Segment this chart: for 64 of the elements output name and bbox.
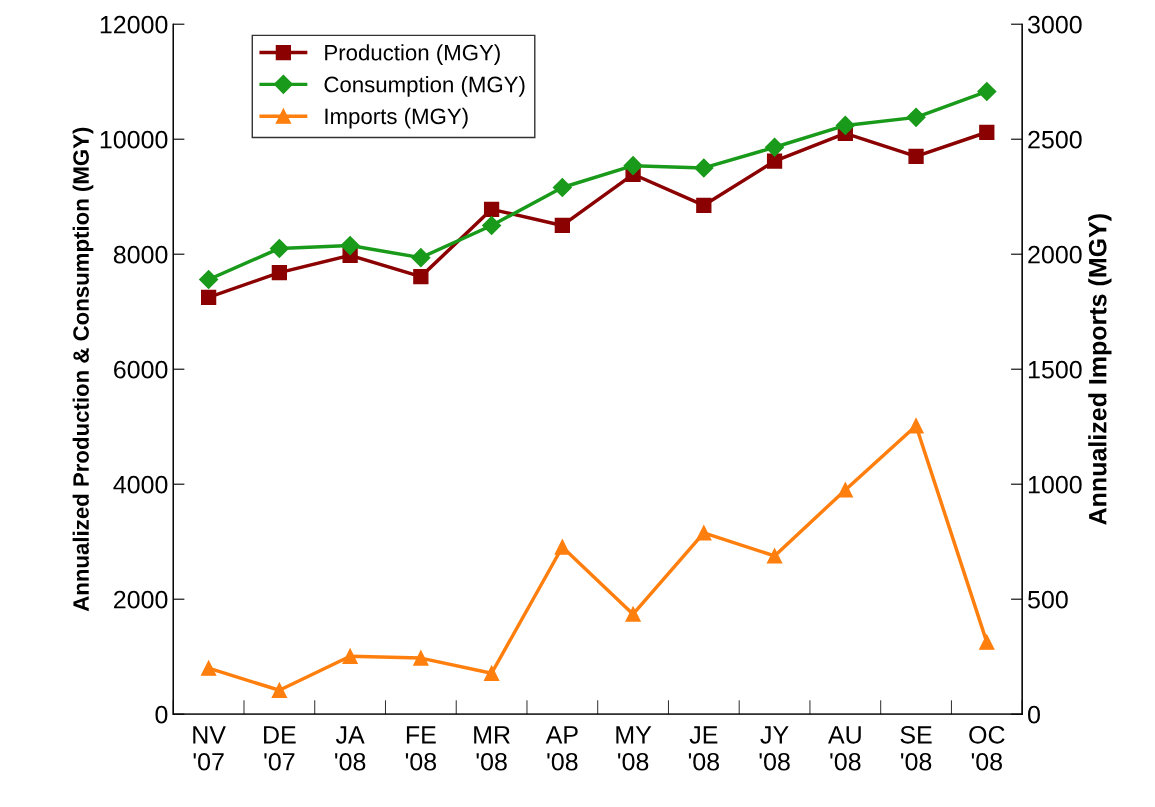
y-tick-label: 2000	[114, 590, 168, 609]
point	[411, 248, 431, 268]
point	[482, 215, 502, 235]
legend-label: Consumption (MGY)	[324, 76, 525, 97]
point	[483, 665, 500, 681]
x-tick-label: NV '07	[193, 726, 226, 771]
point	[766, 548, 783, 564]
x-tick-label: JE '08	[688, 726, 720, 771]
point	[271, 682, 288, 698]
point	[696, 525, 712, 541]
y2-axis-title: Annualized Imports (MGY)	[1088, 214, 1112, 525]
y2-tick-label: 1500	[1028, 360, 1082, 379]
y2-tick-label: 0	[1028, 705, 1040, 724]
point	[200, 660, 217, 676]
x-tick-label: AU '08	[828, 726, 861, 771]
point	[835, 115, 855, 135]
x-tick-label: DE '07	[264, 726, 296, 771]
point	[979, 124, 995, 140]
x-tick-label: MY '08	[616, 726, 652, 771]
x-tick-label: JY '08	[759, 726, 790, 771]
y-tick-label: 4000	[113, 475, 168, 494]
y-tick-label: 10000	[100, 130, 168, 149]
x-tick-label: FE '08	[405, 726, 437, 771]
point	[696, 197, 712, 213]
y2-tick-label: 2500	[1028, 130, 1082, 149]
legend-label: Production (MGY)	[325, 44, 500, 65]
y-axis-title: Annualized Production & Consumption (MGY)	[72, 127, 94, 612]
point	[413, 650, 429, 666]
y2-tick-label: 2000	[1028, 245, 1082, 264]
point	[554, 217, 570, 234]
y2-tick-label: 1000	[1028, 475, 1082, 494]
x-tick-label: AP '08	[545, 726, 578, 771]
point	[200, 289, 217, 305]
point	[977, 81, 997, 102]
y2-tick-label: 3000	[1027, 15, 1082, 34]
point	[694, 158, 714, 178]
point	[625, 606, 641, 622]
point	[340, 236, 360, 256]
y-tick-label: 0	[155, 705, 168, 724]
x-tick-label: SE '08	[900, 725, 932, 771]
x-tick-label: MR '08	[474, 726, 510, 771]
point	[906, 107, 926, 127]
y-tick-label: 6000	[114, 360, 168, 379]
legend-label: Imports (MGY)	[325, 107, 468, 129]
point	[271, 264, 288, 281]
point	[554, 539, 570, 555]
point	[413, 268, 429, 285]
point	[269, 238, 289, 258]
point	[483, 201, 500, 217]
y2-tick-label: 500	[1028, 590, 1068, 609]
point	[837, 482, 853, 498]
y-tick-label: 12000	[100, 15, 168, 34]
y-tick-label: 8000	[113, 245, 168, 264]
point	[199, 269, 219, 290]
point	[908, 148, 924, 165]
point	[979, 634, 995, 650]
point	[765, 137, 785, 157]
point	[766, 153, 783, 169]
point	[552, 177, 572, 198]
point	[908, 418, 924, 434]
point	[342, 648, 358, 664]
x-tick-label: JA '08	[335, 726, 366, 771]
point	[623, 156, 643, 176]
x-tick-label: OC '08	[969, 725, 1005, 771]
